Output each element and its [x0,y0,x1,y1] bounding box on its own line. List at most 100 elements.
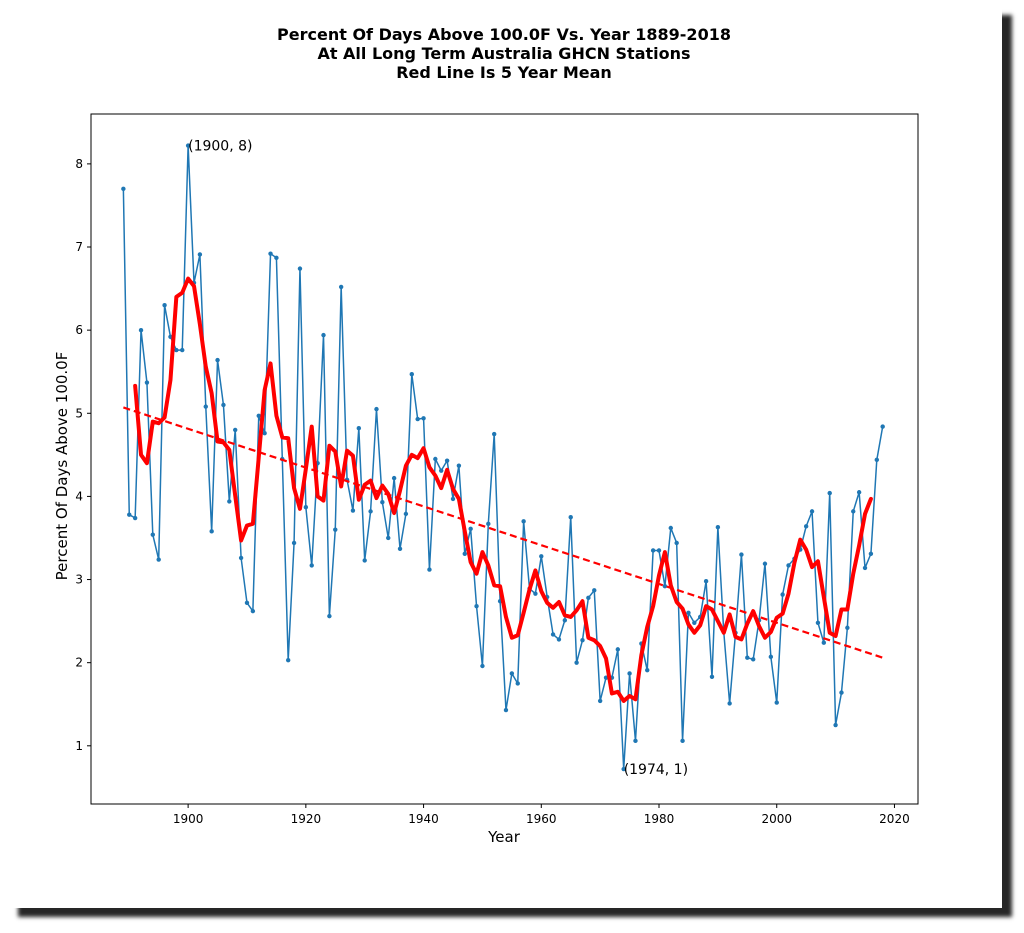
data-point [597,698,603,704]
y-tick-label: 8 [75,157,83,171]
data-point [739,552,744,557]
data-point [433,456,438,462]
annotation-label: (1974, 1) [624,762,688,778]
data-point [827,490,832,496]
data-point [444,458,450,463]
data-point [474,603,479,609]
data-point [321,332,326,338]
data-point [845,625,850,630]
data-point [703,579,709,584]
data-point [809,509,815,514]
data-point [203,404,208,409]
data-point [333,527,338,532]
x-axis-ticks: 1900 1920 1940 1960 1980 2000 2020 [173,804,910,826]
data-point [586,595,591,601]
data-point [403,511,409,517]
data-point [462,551,467,556]
data-point [574,660,579,665]
data-point [786,563,791,568]
data-point [215,357,220,363]
x-axis-label: Year [487,828,521,846]
data-point [144,380,150,385]
data-point [486,521,491,527]
data-point [421,416,426,421]
annotations: (1900, 8) (1974, 1) [188,139,688,778]
x-tick-label: 1940 [408,812,439,826]
data-point [121,186,126,192]
data-point [221,402,226,408]
data-point [238,555,244,561]
data-point [851,509,856,514]
chart: Percent Of Days Above 100.0F Vs. Year 18… [53,25,919,846]
data-point [368,509,373,514]
annotation-label: (1900, 8) [188,139,252,155]
data-point [386,535,391,541]
data-point [262,431,267,436]
data-point [656,548,662,553]
x-tick-label: 1920 [291,812,322,826]
data-point [209,529,214,534]
data-point [391,475,397,481]
data-point [874,457,879,463]
data-point [303,505,309,510]
y-tick-label: 4 [75,489,83,503]
y-tick-label: 6 [75,323,83,337]
data-point [397,546,403,551]
data-point [856,490,862,495]
data-point [439,468,444,473]
data-point [839,690,844,695]
axes-box [90,113,919,805]
chart-title-line-1: Percent Of Days Above 100.0F Vs. Year 18… [277,25,731,44]
data-point [362,558,367,563]
y-tick-label: 2 [75,656,83,670]
x-tick-label: 1960 [526,812,557,826]
annual-series-line [122,144,884,770]
data-point [415,416,420,422]
data-point [592,588,597,593]
data-point [503,707,509,713]
data-point [132,515,138,521]
data-point [727,701,732,706]
data-point [492,431,497,437]
data-point [662,583,668,589]
data-point [774,700,779,705]
data-point [880,424,885,429]
data-point [515,681,520,686]
y-tick-label: 5 [75,406,83,420]
x-tick-label: 1900 [173,812,204,826]
data-point [533,591,538,596]
data-point [692,620,697,625]
data-point [138,327,144,333]
chart-title-line-2: At All Long Term Australia GHCN Stations [317,44,690,63]
data-point [162,303,167,308]
data-point [550,632,556,637]
data-point [868,551,874,556]
data-point [645,667,650,673]
data-point [521,519,526,524]
data-point [233,427,238,433]
data-point [250,608,256,614]
x-tick-label: 2020 [879,812,910,826]
five-year-mean-line [133,276,873,703]
data-point [750,657,756,662]
data-point [556,637,562,642]
data-point [427,567,432,572]
data-point [274,255,279,261]
data-point [356,426,362,431]
data-point [180,347,185,353]
data-point [309,563,314,568]
y-tick-label: 1 [75,739,83,753]
plot-area [90,113,919,805]
data-point [803,524,809,529]
data-point [780,592,785,597]
data-point [350,508,356,513]
data-point [509,671,515,676]
data-point [327,613,332,619]
y-tick-label: 7 [75,240,83,254]
data-point [568,514,573,520]
y-axis-ticks: 1 2 3 4 5 6 7 8 [75,157,91,753]
data-point [285,657,291,663]
data-point [686,610,691,615]
data-point [650,548,656,553]
data-point [709,674,715,680]
